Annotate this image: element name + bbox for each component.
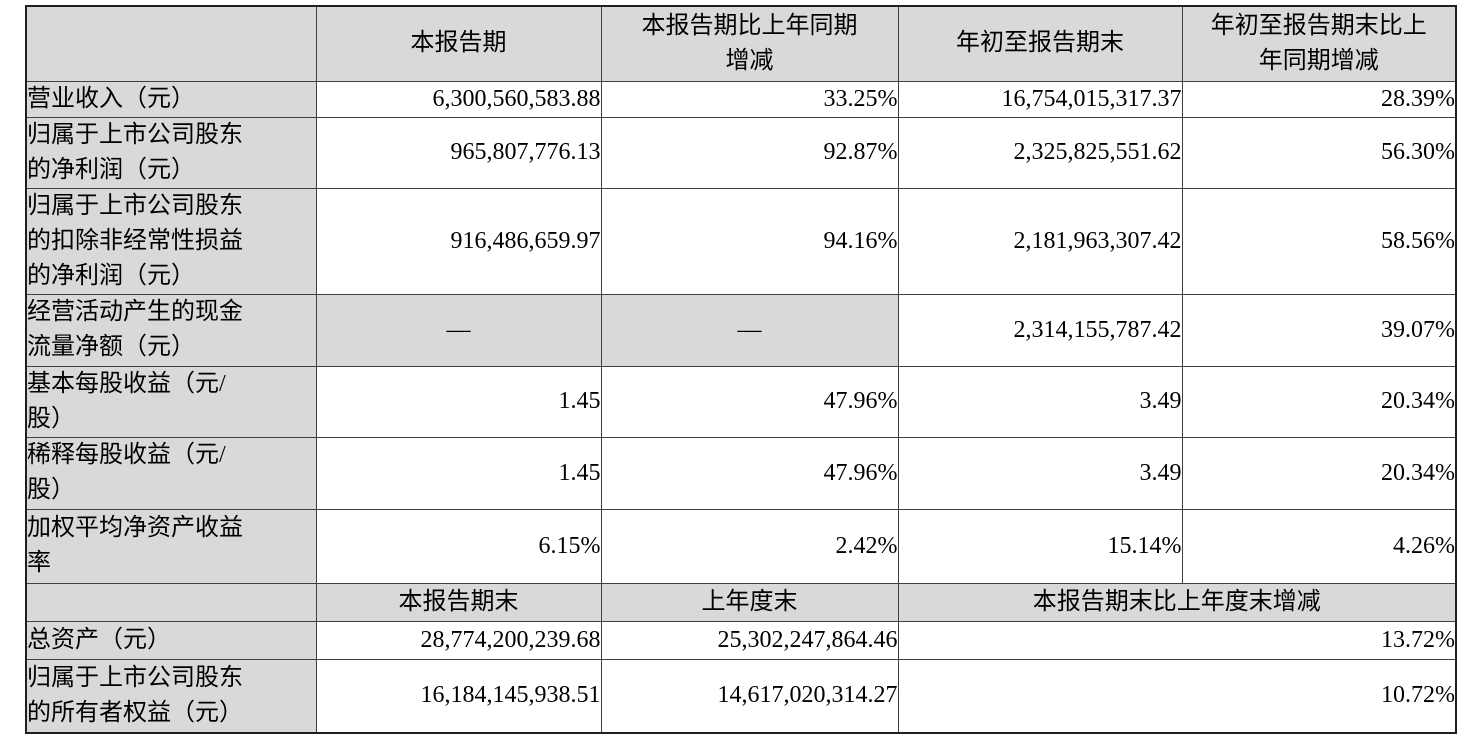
value-cell-ytd-change: 20.34% (1181, 436, 1457, 510)
value-cell-ytd: 3.49 (897, 436, 1183, 510)
table-row-owners-equity: 归属于上市公司股东 的所有者权益（元） 16,184,145,938.51 14… (25, 658, 1457, 734)
row-label-cell: 营业收入（元） (25, 80, 317, 118)
value-cell-current-change: 47.96% (600, 436, 899, 510)
row-label-cell: 基本每股收益（元/ 股） (25, 365, 317, 438)
value-cell-current-change: 94.16% (600, 187, 899, 295)
value-cell-current: 6.15% (315, 508, 602, 584)
value-cell-ytd: 16,754,015,317.37 (897, 80, 1183, 118)
value-cell-ytd-change: 4.26% (1181, 508, 1457, 584)
value-cell-ytd-change: 28.39% (1181, 80, 1457, 118)
table-row-operating-revenue: 营业收入（元） 6,300,560,583.88 33.25% 16,754,0… (25, 80, 1457, 118)
table-row-diluted-eps: 稀释每股收益（元/ 股） 1.45 47.96% 3.49 20.34% (25, 436, 1457, 510)
value-cell-ytd: 2,314,155,787.42 (897, 293, 1183, 367)
header-end-of-prior-year: 上年度末 (600, 582, 899, 622)
value-cell-current-dash: — (315, 293, 602, 367)
table-row-operating-cash-flow: 经营活动产生的现金 流量净额（元） — — 2,314,155,787.42 3… (25, 293, 1457, 367)
header-row-position: 本报告期末 上年度末 本报告期末比上年度末增减 (25, 582, 1457, 622)
header-row-period: 本报告期 本报告期比上年同期 增减 年初至报告期末 年初至报告期末比上 年同期增… (25, 5, 1457, 82)
value-cell-ytd: 2,181,963,307.42 (897, 187, 1183, 295)
table-row-weighted-avg-roe: 加权平均净资产收益 率 6.15% 2.42% 15.14% 4.26% (25, 508, 1457, 584)
value-cell-current-change: 47.96% (600, 365, 899, 438)
value-cell-current: 916,486,659.97 (315, 187, 602, 295)
value-cell-ytd-change: 56.30% (1181, 116, 1457, 189)
header-year-to-date: 年初至报告期末 (897, 5, 1183, 82)
value-cell-current-change-dash: — (600, 293, 899, 367)
value-cell-ytd: 3.49 (897, 365, 1183, 438)
header-empty-cell (25, 582, 317, 622)
value-cell-current-change: 33.25% (600, 80, 899, 118)
header-current-period-yoy-change: 本报告期比上年同期 增减 (600, 5, 899, 82)
header-current-period: 本报告期 (315, 5, 602, 82)
header-period-end-vs-prior-year-change: 本报告期末比上年度末增减 (897, 582, 1457, 622)
header-year-to-date-yoy-change: 年初至报告期末比上 年同期增减 (1181, 5, 1457, 82)
value-cell-period-end: 16,184,145,938.51 (315, 658, 602, 734)
value-cell-prior-year-end: 14,617,020,314.27 (600, 658, 899, 734)
table-row-basic-eps: 基本每股收益（元/ 股） 1.45 47.96% 3.49 20.34% (25, 365, 1457, 438)
value-cell-current: 965,807,776.13 (315, 116, 602, 189)
value-cell-ytd-change: 20.34% (1181, 365, 1457, 438)
value-cell-ytd-change: 58.56% (1181, 187, 1457, 295)
header-empty-cell (25, 5, 317, 82)
value-cell-change: 13.72% (897, 620, 1457, 660)
value-cell-current: 6,300,560,583.88 (315, 80, 602, 118)
value-cell-current: 1.45 (315, 365, 602, 438)
row-label-cell: 归属于上市公司股东 的所有者权益（元） (25, 658, 317, 734)
value-cell-current-change: 2.42% (600, 508, 899, 584)
financial-summary-table: 本报告期 本报告期比上年同期 增减 年初至报告期末 年初至报告期末比上 年同期增… (25, 5, 1457, 734)
row-label-cell: 稀释每股收益（元/ 股） (25, 436, 317, 510)
value-cell-current: 1.45 (315, 436, 602, 510)
value-cell-ytd-change: 39.07% (1181, 293, 1457, 367)
value-cell-ytd: 15.14% (897, 508, 1183, 584)
row-label-cell: 加权平均净资产收益 率 (25, 508, 317, 584)
row-label-cell: 总资产（元） (25, 620, 317, 660)
table-row-total-assets: 总资产（元） 28,774,200,239.68 25,302,247,864.… (25, 620, 1457, 660)
row-label-cell: 归属于上市公司股东 的扣除非经常性损益 的净利润（元） (25, 187, 317, 295)
row-label-cell: 归属于上市公司股东 的净利润（元） (25, 116, 317, 189)
value-cell-period-end: 28,774,200,239.68 (315, 620, 602, 660)
header-end-of-period: 本报告期末 (315, 582, 602, 622)
value-cell-change: 10.72% (897, 658, 1457, 734)
value-cell-current-change: 92.87% (600, 116, 899, 189)
row-label-cell: 经营活动产生的现金 流量净额（元） (25, 293, 317, 367)
table-row-net-profit: 归属于上市公司股东 的净利润（元） 965,807,776.13 92.87% … (25, 116, 1457, 189)
value-cell-prior-year-end: 25,302,247,864.46 (600, 620, 899, 660)
table-row-net-profit-excl-nonrecurring: 归属于上市公司股东 的扣除非经常性损益 的净利润（元） 916,486,659.… (25, 187, 1457, 295)
value-cell-ytd: 2,325,825,551.62 (897, 116, 1183, 189)
